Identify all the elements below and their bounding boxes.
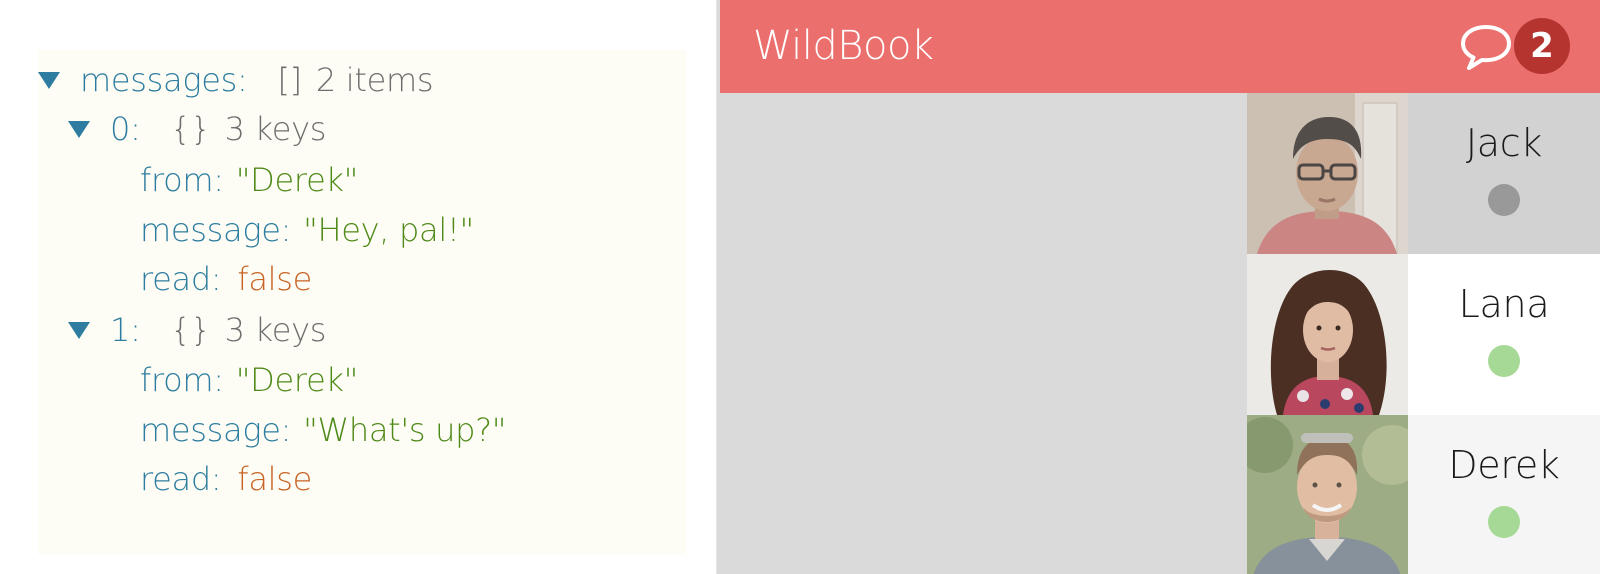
node-type-bracket: [] [277,61,302,99]
collapse-caret-icon[interactable] [68,120,90,138]
speech-bubble-icon[interactable] [1458,22,1514,74]
unread-count-badge[interactable]: 2 [1514,18,1570,74]
field-value: "Hey, pal!" [303,211,474,249]
tree-field-message: message: "Hey, pal!" [140,211,474,249]
contact-info: Jack [1408,93,1600,254]
avatar [1247,415,1408,574]
node-count: 3 keys [224,311,327,349]
tree-field-read: read: false [140,260,312,298]
avatar [1247,254,1408,415]
app-header: WildBook 2 [720,0,1600,93]
tree-node-item-0[interactable]: 0:{} 3 keys [68,109,326,149]
tree-field-from: from: "Derek" [140,161,359,199]
field-value: "Derek" [235,161,359,199]
contact-jack[interactable]: Jack [1247,93,1600,254]
contact-derek[interactable]: Derek [1247,415,1600,574]
status-dot-offline [1488,184,1520,216]
tree-node-item-1[interactable]: 1:{} 3 keys [68,310,326,350]
node-key: 0 [110,110,131,148]
field-value: "Derek" [235,361,359,399]
node-count: 2 items [315,61,434,99]
contact-lana[interactable]: Lana [1247,254,1600,415]
field-value: false [237,260,312,298]
contact-info: Lana [1408,254,1600,415]
field-value: false [237,460,312,498]
contact-name: Lana [1458,282,1550,326]
node-key: 1 [110,311,131,349]
status-dot-online [1488,345,1520,377]
node-type-bracket: {} [170,110,211,148]
avatar [1247,93,1408,254]
json-tree-panel [38,50,686,555]
contact-name: Jack [1465,121,1543,165]
wildbook-app: WildBook 2 [717,0,1600,574]
node-type-bracket: {} [170,311,211,349]
json-inspector: messages:[] 2 items 0:{} 3 keys from: "Dere… [0,0,717,574]
node-count: 3 keys [224,110,327,148]
tree-field-read: read: false [140,460,312,498]
collapse-caret-icon[interactable] [68,321,90,339]
app-title: WildBook [753,23,934,69]
tree-node-messages[interactable]: messages:[] 2 items [38,60,434,100]
node-key: messages [80,61,237,99]
contact-name: Derek [1448,443,1560,487]
contact-info: Derek [1408,415,1600,574]
tree-field-message: message: "What's up?" [140,411,507,449]
tree-field-from: from: "Derek" [140,361,359,399]
status-dot-online [1488,506,1520,538]
field-value: "What's up?" [303,411,507,449]
collapse-caret-icon[interactable] [38,71,60,89]
